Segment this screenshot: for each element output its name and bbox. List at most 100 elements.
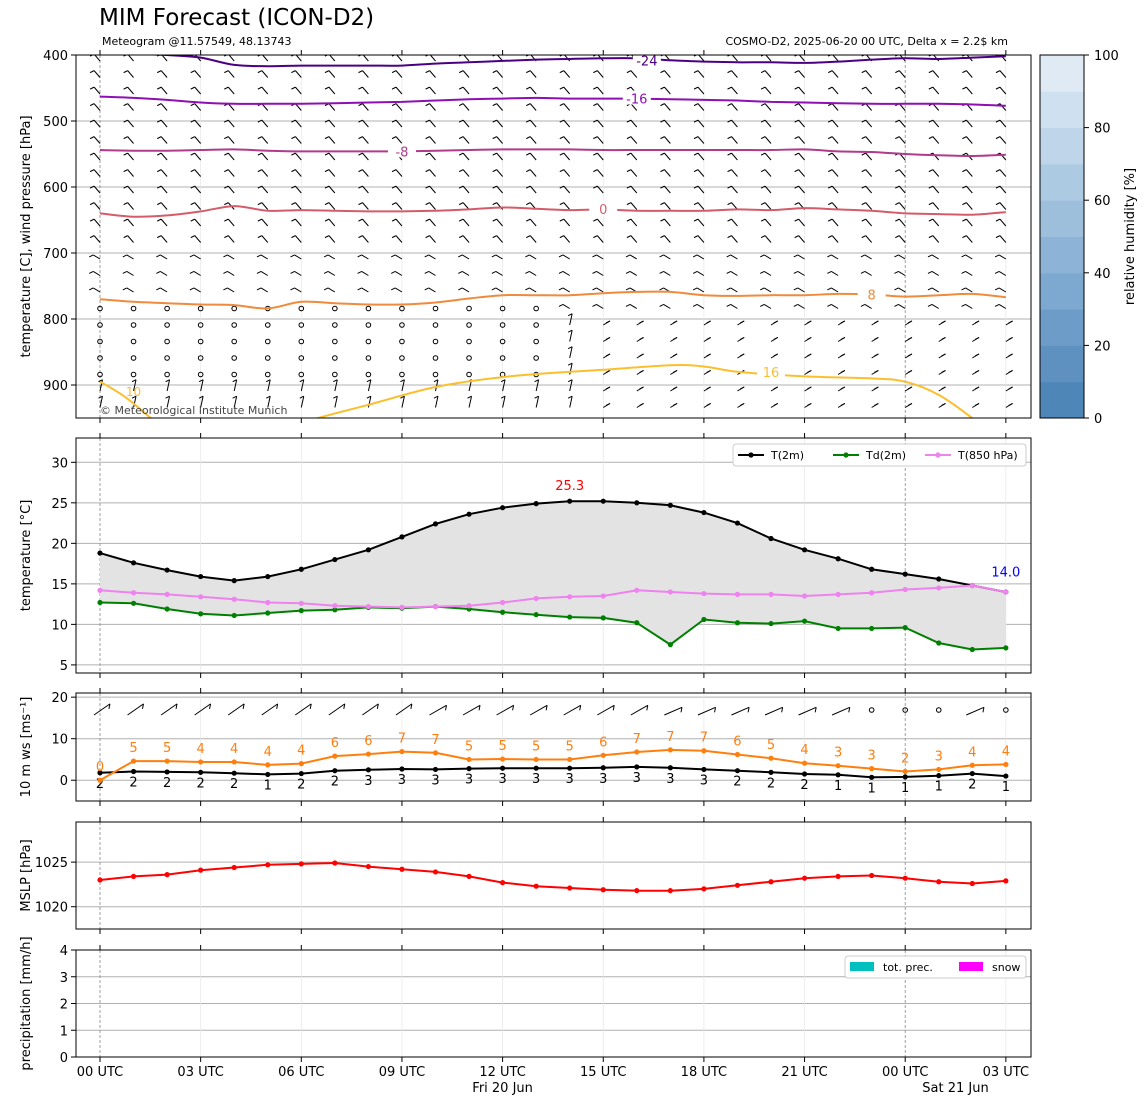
data-point [869,566,875,572]
wind-barb [529,254,537,260]
wind-barb-flag [89,86,95,90]
data-label: 3 [633,771,641,786]
wind-barb [496,152,503,161]
legend-box [732,443,1027,467]
data-point [97,877,103,883]
wind-barb [831,303,839,309]
wind-barb [763,254,772,260]
wind-barb-flag [927,303,933,307]
colorbar-segment [1040,272,1084,310]
y-tick-label: 2 [60,998,68,1013]
wind-barb-flag [995,218,1001,222]
data-point [902,875,908,881]
wind-barb-flag [299,395,304,399]
wind-barb [932,202,940,210]
wind-barb-flag [131,379,137,383]
calm-marker [499,355,506,361]
wind-barb [563,103,571,111]
wind-barb [200,396,204,408]
wind-barb-flag [760,270,765,274]
series-line [99,584,1006,609]
wind-barb-flag [672,320,678,324]
wind-barb [898,235,906,243]
calm-marker [97,355,103,361]
wind-barb-flag [458,136,464,140]
wind-barb-flag [223,287,228,291]
wind-barb-flag [333,395,338,399]
data-point [97,587,103,593]
wind-barb-flag [291,119,296,123]
data-point [332,860,338,866]
data-point [869,625,875,632]
data-label: 5 [532,739,540,754]
wind-barb [966,185,973,194]
wind-barb [362,202,369,210]
wind-barb [529,70,537,78]
y-tick-label: 10 [51,618,68,633]
wind-barb [529,185,537,194]
wind-barb-flag [198,379,204,383]
wind-barb [763,303,772,309]
wind-barb [898,119,906,128]
wind-barb [429,202,436,210]
wind-barb [569,346,573,359]
wind-barb [160,152,168,161]
calm-marker [197,355,204,361]
wind-barb-flag [895,86,900,90]
wind-barb [462,152,470,161]
wind-barb-flag [123,136,128,140]
wind-barb-flag [291,202,296,206]
wind-barb-flag [760,202,766,206]
wind-barb [395,86,403,95]
data-label: 2 [733,775,741,790]
wind-barb [865,202,873,210]
data-point [869,774,875,780]
calm-marker [365,355,372,361]
y-tick-label: 500 [43,115,68,130]
wind-barb-flag [425,70,430,74]
data-point [164,591,170,597]
y-tick-label: 0 [60,774,68,789]
wind-barb [362,70,369,78]
y-tick-label: 20 [51,537,68,552]
wind-barb [999,202,1007,210]
wind-barb [630,103,638,111]
wind-barb [999,70,1007,78]
wind-barb [697,70,705,78]
wind-barb-flag [525,270,530,274]
wind-barb-flag [492,119,497,123]
wind-barb-flag [559,202,565,206]
temperature-annotation: 14.0 [991,566,1020,581]
wind-barb [630,136,638,144]
data-label: 3 [666,772,674,787]
wind-barb [328,136,336,144]
legend-label: T(2m) [770,449,804,462]
wind-barb [763,270,772,276]
wind-barb-flag [827,287,832,291]
data-point [734,620,741,626]
wind-barb [865,235,873,243]
panel-border [75,54,1032,419]
wind-barb [334,379,338,392]
wind-barb [328,185,336,194]
wind-barb [462,103,470,111]
wind-barb-flag [242,703,245,709]
calm-marker [466,355,472,361]
data-point [130,873,137,879]
data-label: 5 [498,739,506,754]
data-label: 7 [700,731,708,746]
data-point [97,550,103,556]
wind-barb-flag [794,202,799,206]
data-point [936,585,942,591]
wind-barb-flag [492,169,497,173]
data-point [533,756,539,763]
data-point [231,759,237,765]
wind-barb [495,254,503,260]
wind-barb-flag [558,303,564,307]
wind-barb-flag [626,235,632,239]
wind-barb [294,254,302,260]
wind-barb [562,303,570,309]
data-point [1003,761,1009,768]
wind-barb [327,287,336,293]
y-tick-label: 600 [43,181,68,196]
